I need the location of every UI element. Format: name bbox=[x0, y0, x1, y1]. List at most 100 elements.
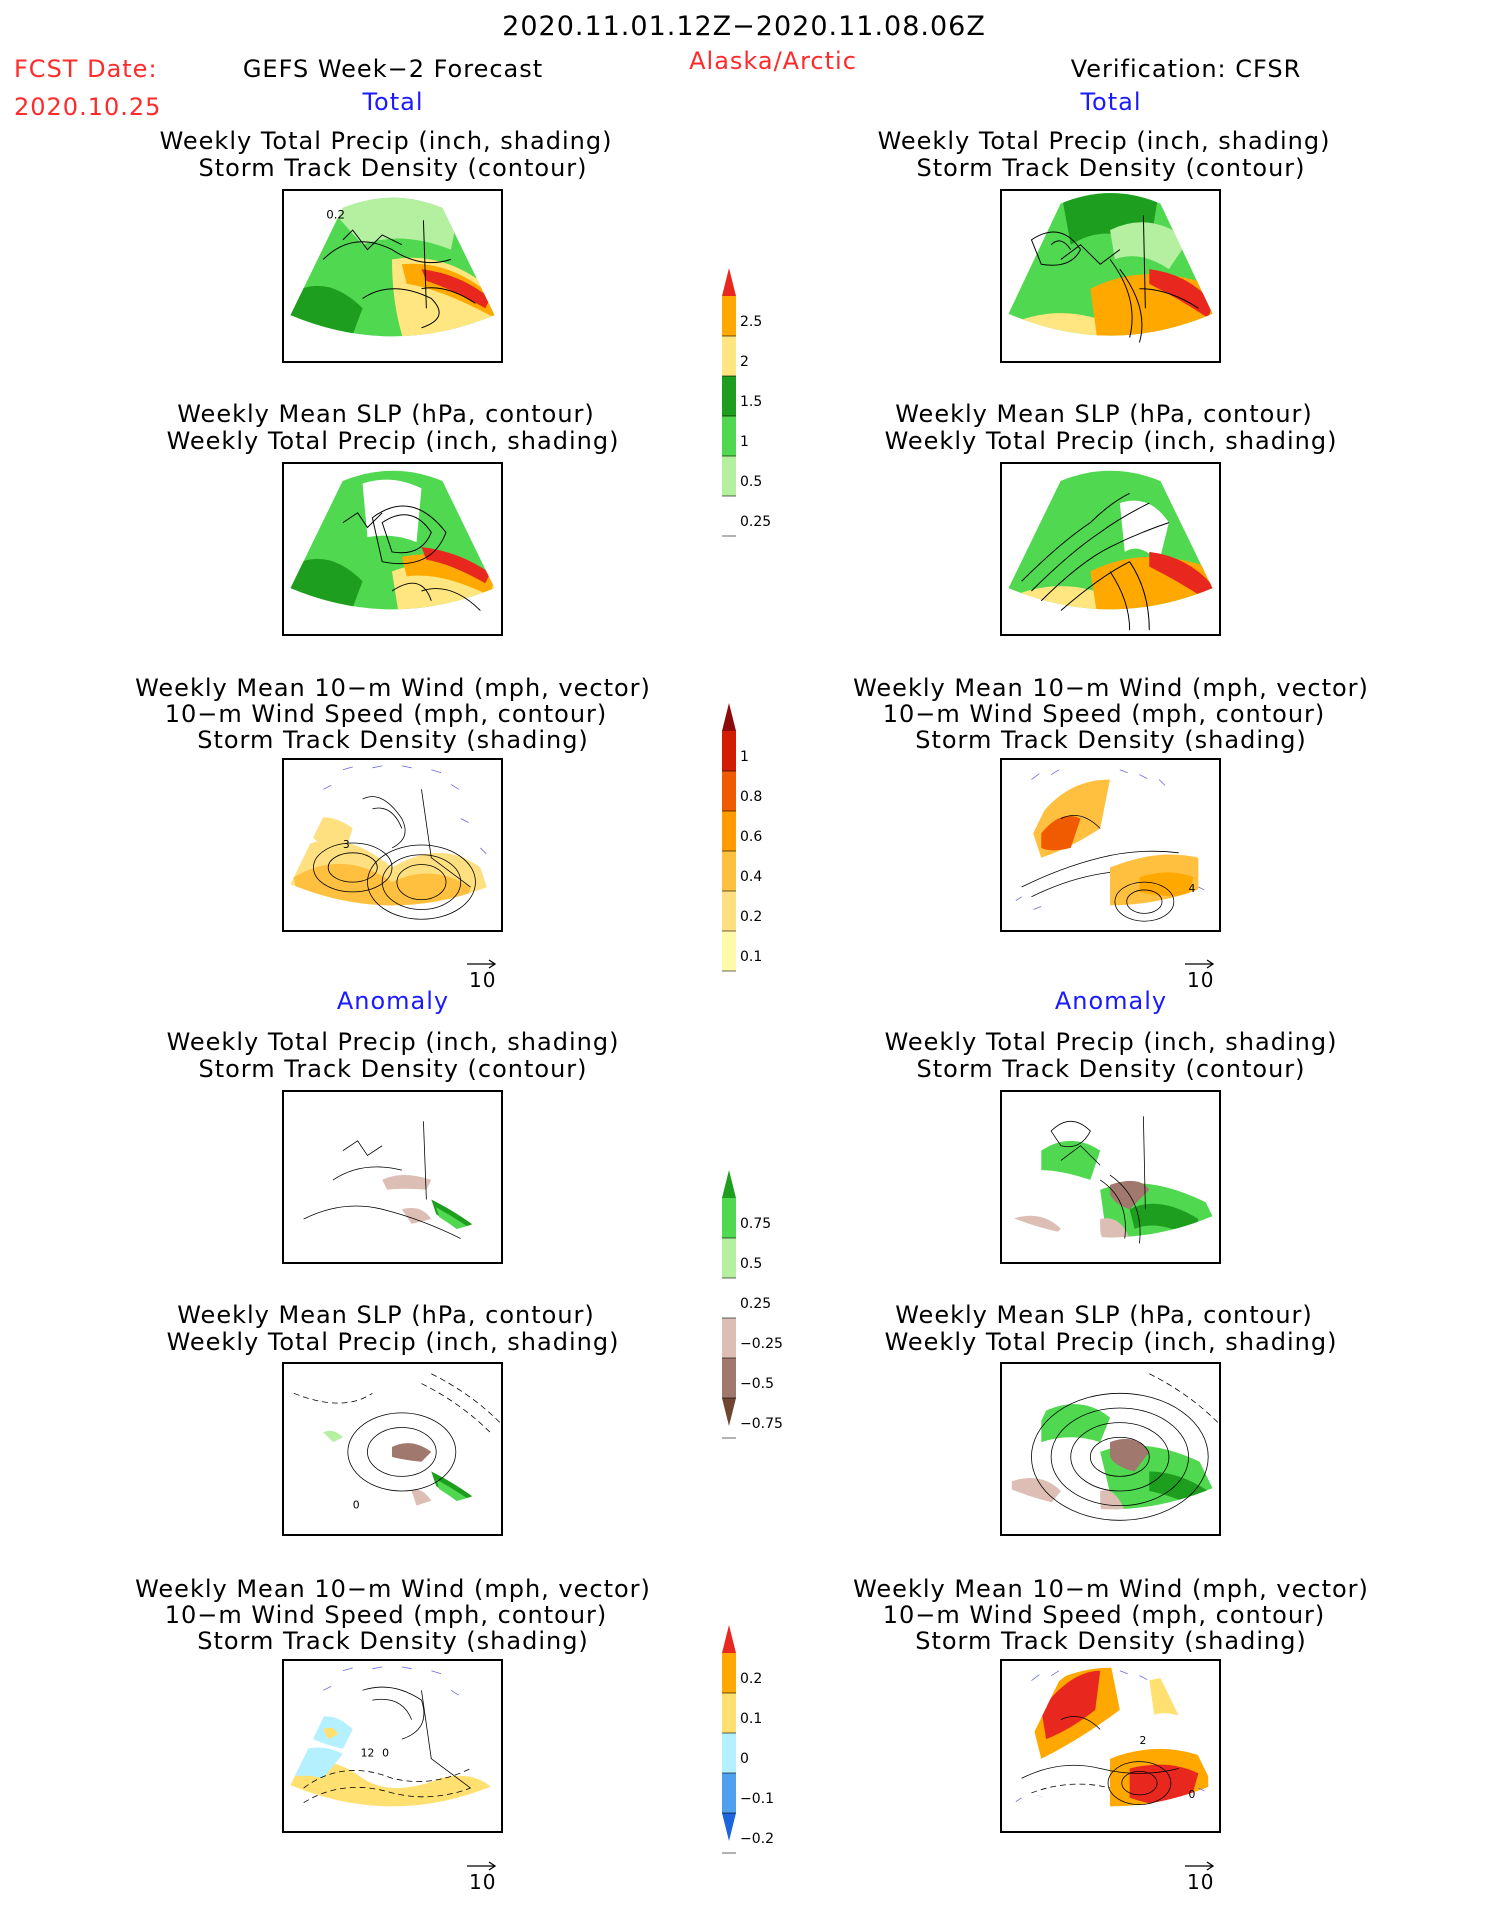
contour-label: 0 bbox=[353, 1499, 360, 1512]
forecast-title: GEFS Week−2 Forecast bbox=[242, 55, 544, 83]
title-anom-precip-right-2: Storm Track Density (contour) bbox=[916, 1055, 1306, 1083]
map-anom-precip-left bbox=[282, 1090, 503, 1264]
vector-ref-label: 10 bbox=[1187, 968, 1215, 992]
title-total-slp-right-2: Weekly Total Precip (inch, shading) bbox=[884, 427, 1338, 455]
contour-label: 0 bbox=[1189, 1788, 1196, 1801]
period-title: 2020.11.01.12Z−2020.11.08.06Z bbox=[502, 11, 986, 42]
fcst-date-label: FCST Date: bbox=[14, 55, 158, 83]
map-total-wind-left: 3 bbox=[282, 758, 503, 932]
vector-ref-label: 10 bbox=[469, 1870, 497, 1894]
title-anom-slp-left-2: Weekly Total Precip (inch, shading) bbox=[166, 1328, 620, 1356]
title-total-wind-left-2: 10−m Wind Speed (mph, contour) bbox=[164, 700, 608, 728]
title-total-slp-left-2: Weekly Total Precip (inch, shading) bbox=[166, 427, 620, 455]
colorbar-label: 0.1 bbox=[740, 949, 762, 965]
map-anom-slp-left: 0 bbox=[282, 1362, 503, 1536]
colorbar-label: −0.25 bbox=[740, 1336, 783, 1352]
colorbar-segment bbox=[722, 971, 736, 999]
colorbar-anom-precip: 0.75 0.5 0.25 −0.25 −0.5 −0.75 bbox=[718, 1170, 788, 1464]
colorbar-segment bbox=[722, 703, 736, 731]
colorbar-segment bbox=[722, 376, 736, 416]
colorbar-total-track-svg: 1 0.8 0.6 0.4 0.2 0.1 bbox=[722, 703, 762, 999]
contour-label: 4 bbox=[1189, 882, 1196, 895]
colorbar-label: 1.5 bbox=[740, 394, 762, 410]
title-total-precip-right-1: Weekly Total Precip (inch, shading) bbox=[877, 127, 1331, 155]
colorbar-segment bbox=[722, 1813, 736, 1841]
title-total-precip-left-1: Weekly Total Precip (inch, shading) bbox=[159, 127, 613, 155]
colorbar-label: 0.2 bbox=[740, 1671, 762, 1687]
map-anom-wind-right: 2 0 bbox=[1000, 1659, 1221, 1833]
colorbar-segment bbox=[722, 811, 736, 851]
colorbar-label: 0.1 bbox=[740, 1711, 762, 1727]
title-total-wind-left-1: Weekly Mean 10−m Wind (mph, vector) bbox=[135, 674, 651, 702]
title-anom-wind-left-2: 10−m Wind Speed (mph, contour) bbox=[164, 1601, 608, 1629]
map-total-precip-left: 0.2 bbox=[282, 189, 503, 363]
colorbar-segment bbox=[722, 416, 736, 456]
contour-label: 12 bbox=[361, 1747, 375, 1760]
title-anom-slp-left-1: Weekly Mean SLP (hPa, contour) bbox=[177, 1301, 595, 1329]
colorbar-label: 0.5 bbox=[740, 1256, 762, 1272]
title-total-wind-left-3: Storm Track Density (shading) bbox=[197, 726, 589, 754]
title-anom-wind-left-3: Storm Track Density (shading) bbox=[197, 1627, 589, 1655]
title-total-slp-left-1: Weekly Mean SLP (hPa, contour) bbox=[177, 400, 595, 428]
colorbar-label: −0.2 bbox=[740, 1831, 774, 1847]
section-anomaly-right: Anomaly bbox=[1054, 987, 1168, 1015]
colorbar-segment bbox=[722, 771, 736, 811]
map-anom-wind-left: 12 0 bbox=[282, 1659, 503, 1833]
colorbar-label: −0.1 bbox=[740, 1791, 774, 1807]
colorbar-total-precip: 2.5 2 1.5 1 0.5 0.25 bbox=[718, 268, 788, 562]
title-total-wind-right-2: 10−m Wind Speed (mph, contour) bbox=[882, 700, 1326, 728]
colorbar-segment bbox=[722, 1170, 736, 1198]
colorbar-label: 0.6 bbox=[740, 829, 762, 845]
map-anom-slp-right bbox=[1000, 1362, 1221, 1536]
colorbar-segment bbox=[722, 336, 736, 376]
vector-ref-total-left: 10 bbox=[463, 955, 503, 992]
contour-label: 0.2 bbox=[326, 207, 345, 221]
colorbar-segment bbox=[722, 268, 736, 296]
title-anom-precip-right-1: Weekly Total Precip (inch, shading) bbox=[884, 1028, 1338, 1056]
contour-label: 0 bbox=[382, 1747, 389, 1760]
title-total-wind-right-1: Weekly Mean 10−m Wind (mph, vector) bbox=[853, 674, 1369, 702]
colorbar-total-precip-svg: 2.5 2 1.5 1 0.5 0.25 bbox=[722, 268, 771, 537]
map-total-slp-right bbox=[1000, 462, 1221, 636]
colorbar-segment bbox=[722, 1733, 736, 1773]
colorbar-label: 0.2 bbox=[740, 909, 762, 925]
region-title: Alaska/Arctic bbox=[689, 47, 857, 75]
section-total-right: Total bbox=[1080, 88, 1142, 116]
colorbar-segment bbox=[722, 1653, 736, 1693]
title-total-slp-right-1: Weekly Mean SLP (hPa, contour) bbox=[895, 400, 1313, 428]
colorbar-segment bbox=[722, 1198, 736, 1238]
colorbar-segment bbox=[722, 1238, 736, 1278]
title-anom-slp-right-1: Weekly Mean SLP (hPa, contour) bbox=[895, 1301, 1313, 1329]
colorbar-segment bbox=[722, 731, 736, 771]
colorbar-segment bbox=[722, 496, 736, 524]
colorbar-label: 0.5 bbox=[740, 474, 762, 490]
fcst-date-value: 2020.10.25 bbox=[14, 93, 162, 121]
contour-label: 3 bbox=[343, 838, 350, 851]
colorbar-label: 2.5 bbox=[740, 314, 762, 330]
colorbar-segment bbox=[722, 1318, 736, 1358]
colorbar-label: −0.75 bbox=[740, 1416, 783, 1432]
vector-ref-label: 10 bbox=[469, 968, 497, 992]
colorbar-label: 0.25 bbox=[740, 514, 771, 530]
colorbar-label: 0.4 bbox=[740, 869, 762, 885]
colorbar-segment bbox=[722, 1625, 736, 1653]
colorbar-label: 2 bbox=[740, 354, 749, 370]
colorbar-anom-track-svg: 0.2 0.1 0 −0.1 −0.2 bbox=[722, 1625, 774, 1854]
vector-ref-anom-left: 10 bbox=[463, 1857, 503, 1894]
title-anom-wind-right-1: Weekly Mean 10−m Wind (mph, vector) bbox=[853, 1575, 1369, 1603]
vector-ref-total-right: 10 bbox=[1181, 955, 1221, 992]
title-anom-wind-right-2: 10−m Wind Speed (mph, contour) bbox=[882, 1601, 1326, 1629]
title-total-wind-right-3: Storm Track Density (shading) bbox=[915, 726, 1307, 754]
colorbar-segment bbox=[722, 1773, 736, 1813]
vector-ref-label: 10 bbox=[1187, 1870, 1215, 1894]
colorbar-anom-track: 0.2 0.1 0 −0.1 −0.2 bbox=[718, 1625, 788, 1879]
colorbar-label: 0.8 bbox=[740, 789, 762, 805]
colorbar-segment bbox=[722, 1398, 736, 1426]
colorbar-label: 1 bbox=[740, 749, 749, 765]
colorbar-segment bbox=[722, 1358, 736, 1398]
colorbar-label: 0.75 bbox=[740, 1216, 771, 1232]
title-anom-precip-left-1: Weekly Total Precip (inch, shading) bbox=[166, 1028, 620, 1056]
colorbar-label: −0.5 bbox=[740, 1376, 774, 1392]
colorbar-label: 1 bbox=[740, 434, 749, 450]
colorbar-segment bbox=[722, 891, 736, 931]
